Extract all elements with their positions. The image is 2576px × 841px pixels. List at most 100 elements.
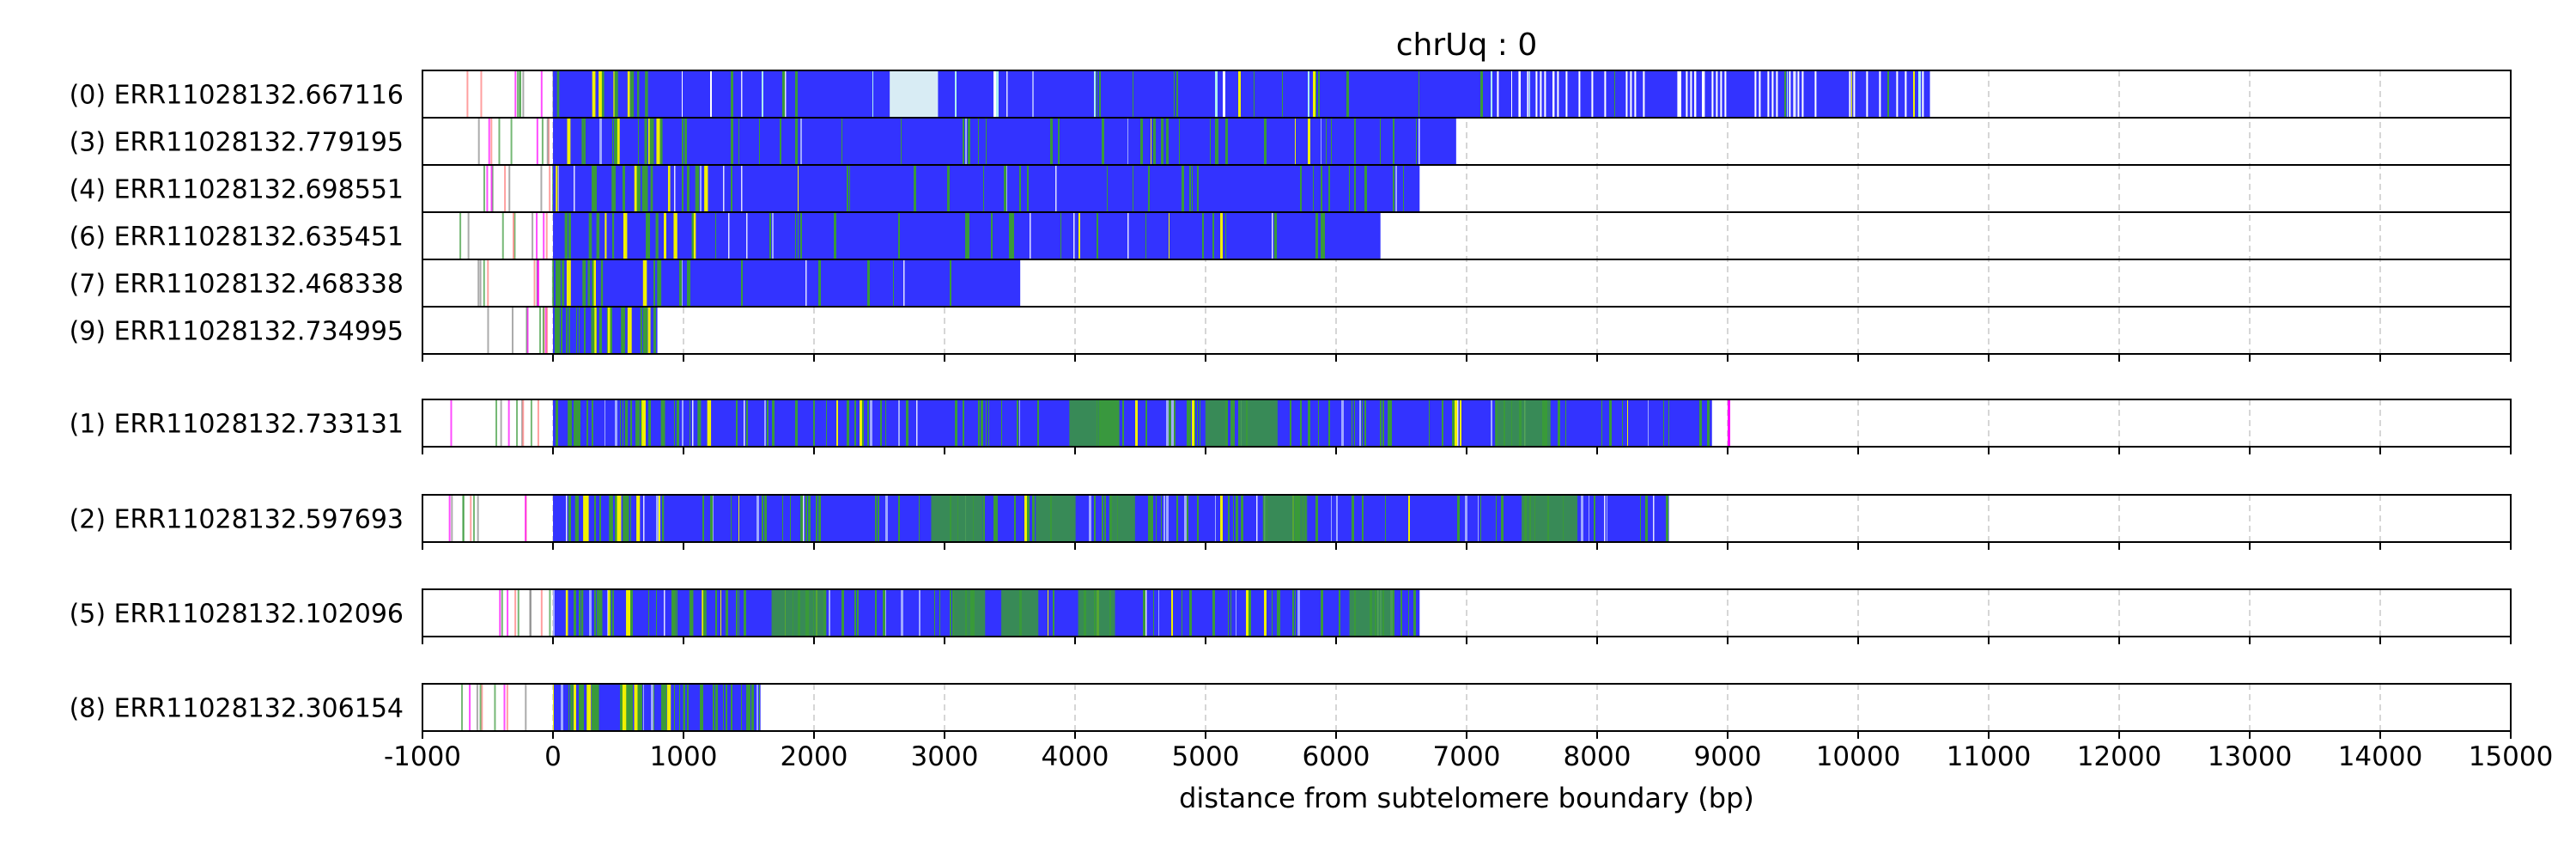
- variant-mark: [1078, 589, 1115, 637]
- variant-mark: [950, 589, 951, 637]
- variant-mark: [1364, 165, 1367, 212]
- variant-mark: [963, 399, 964, 447]
- variant-mark: [546, 118, 549, 165]
- variant-mark: [649, 118, 654, 165]
- variant-mark: [561, 684, 563, 731]
- variant-mark: [841, 118, 842, 165]
- variant-mark: [1408, 495, 1410, 542]
- variant-mark: [1297, 589, 1300, 637]
- variant-mark: [1797, 70, 1800, 118]
- variant-mark: [818, 259, 821, 307]
- variant-mark: [612, 589, 614, 637]
- variant-mark: [584, 118, 586, 165]
- variant-mark: [1331, 495, 1332, 542]
- variant-mark: [1249, 589, 1251, 637]
- variant-mark: [625, 684, 628, 731]
- variant-mark: [556, 399, 558, 447]
- variant-mark: [693, 212, 696, 259]
- variant-mark: [731, 495, 732, 542]
- x-tick-label: 15000: [2469, 741, 2554, 772]
- variant-mark: [549, 589, 551, 637]
- variant-mark: [1879, 70, 1881, 118]
- variant-mark: [965, 212, 968, 259]
- variant-mark: [1905, 70, 1907, 118]
- variant-mark: [565, 589, 568, 637]
- variant-mark: [1099, 70, 1101, 118]
- variant-mark: [630, 70, 635, 118]
- variant-mark: [1169, 212, 1170, 259]
- variant-mark: [1220, 212, 1223, 259]
- variant-mark: [1465, 495, 1467, 542]
- variant-mark: [542, 307, 544, 354]
- variant-mark: [1452, 399, 1455, 447]
- variant-mark: [655, 212, 659, 259]
- variant-mark: [1279, 589, 1280, 637]
- telomere-bar: [553, 118, 1456, 165]
- variant-mark: [507, 399, 510, 447]
- x-tick-label: 10000: [1816, 741, 1901, 772]
- x-tick-label: 8000: [1564, 741, 1631, 772]
- read-label: (7) ERR11028132.468338: [70, 270, 404, 300]
- variant-mark: [1212, 589, 1215, 637]
- read-track: (2) ERR11028132.597693: [70, 495, 1669, 542]
- variant-mark: [1017, 399, 1018, 447]
- variant-mark: [1460, 399, 1461, 447]
- variant-mark: [1851, 70, 1852, 118]
- variant-mark: [648, 589, 649, 637]
- variant-mark: [660, 399, 665, 447]
- variant-mark: [511, 307, 513, 354]
- variant-mark: [644, 165, 648, 212]
- variant-mark: [481, 684, 483, 731]
- variant-mark: [1724, 70, 1727, 118]
- variant-mark: [1153, 589, 1154, 637]
- variant-mark: [955, 70, 957, 118]
- variant-mark: [1565, 70, 1568, 118]
- variant-mark: [898, 212, 900, 259]
- variant-mark: [553, 589, 555, 637]
- variant-mark: [1728, 399, 1730, 447]
- variant-mark: [643, 684, 644, 731]
- variant-mark: [615, 495, 617, 542]
- variant-mark: [592, 259, 595, 307]
- variant-mark: [1176, 495, 1178, 542]
- variant-mark: [1759, 70, 1761, 118]
- variant-mark: [501, 589, 503, 637]
- x-tick-label: 7000: [1433, 741, 1501, 772]
- variant-mark: [671, 589, 674, 637]
- variant-mark: [1625, 70, 1628, 118]
- variant-mark: [1166, 118, 1169, 165]
- variant-mark: [503, 684, 506, 731]
- variant-mark: [1385, 495, 1386, 542]
- variant-mark: [1254, 70, 1255, 118]
- variant-mark: [537, 259, 539, 307]
- variant-mark: [609, 495, 613, 542]
- variant-mark: [1496, 495, 1497, 542]
- variant-mark: [1323, 212, 1325, 259]
- chart-title: chrUq : 0: [1396, 27, 1538, 63]
- variant-mark: [598, 70, 602, 118]
- variant-mark: [1256, 495, 1258, 542]
- variant-mark: [641, 165, 646, 212]
- variant-mark: [1019, 399, 1020, 447]
- variant-mark: [1027, 165, 1029, 212]
- variant-mark: [981, 399, 983, 447]
- variant-mark: [646, 212, 648, 259]
- variant-mark: [1754, 70, 1757, 118]
- variant-mark: [630, 589, 633, 637]
- variant-mark: [1645, 495, 1648, 542]
- variant-mark: [731, 118, 733, 165]
- variant-mark: [1336, 495, 1338, 542]
- variant-mark: [1380, 118, 1381, 165]
- variant-mark: [501, 212, 504, 259]
- variant-mark: [919, 589, 920, 637]
- variant-mark: [530, 399, 532, 447]
- variant-mark: [608, 589, 611, 637]
- variant-mark: [867, 259, 870, 307]
- variant-mark: [1604, 70, 1607, 118]
- variant-mark: [1354, 399, 1355, 447]
- variant-mark: [611, 212, 615, 259]
- variant-mark: [1359, 399, 1361, 447]
- variant-mark: [1318, 399, 1319, 447]
- variant-mark: [1495, 399, 1551, 447]
- variant-mark: [795, 70, 798, 118]
